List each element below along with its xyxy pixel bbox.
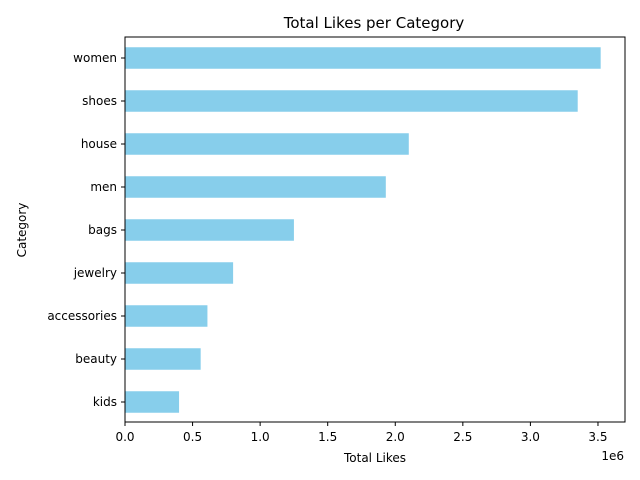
plot-frame [124, 36, 626, 423]
bar-shoes [125, 90, 578, 112]
y-tick-label: beauty [75, 352, 117, 366]
bar-kids [125, 391, 180, 413]
bar-beauty [125, 348, 201, 370]
bar-men [125, 176, 386, 198]
y-tick-label: shoes [82, 94, 117, 108]
bar-jewelry [125, 262, 234, 284]
x-tick-label: 1.0 [251, 430, 270, 444]
y-tick-label: women [73, 51, 117, 65]
x-tick-label: 3.0 [521, 430, 540, 444]
bars-group [125, 47, 601, 413]
y-axis-label: Category [15, 203, 29, 258]
y-tick-label: kids [93, 395, 117, 409]
bar-accessories [125, 305, 208, 327]
x-tick-label: 0.5 [183, 430, 202, 444]
x-tick-group: 0.0 0.5 1.0 1.5 2.0 2.5 3.0 3.5 [115, 422, 608, 444]
x-tick-label: 1.5 [318, 430, 337, 444]
y-tick-label: jewelry [73, 266, 117, 280]
bar-women [125, 47, 601, 69]
y-tick-label: house [81, 137, 117, 151]
x-tick-label: 0.0 [115, 430, 134, 444]
x-axis-label: Total Likes [343, 451, 406, 465]
y-tick-group: women shoes house men bags jewelry accessories… [47, 51, 125, 409]
y-tick-label: bags [88, 223, 117, 237]
chart-title: Total Likes per Category [283, 14, 465, 32]
x-tick-label: 2.0 [386, 430, 405, 444]
x-tick-label: 3.5 [588, 430, 607, 444]
x-axis-scale-label: 1e6 [601, 449, 624, 463]
bar-house [125, 133, 409, 155]
y-tick-label: men [90, 180, 117, 194]
y-tick-label: accessories [47, 309, 117, 323]
x-tick-label: 2.5 [453, 430, 472, 444]
bar-bags [125, 219, 294, 241]
